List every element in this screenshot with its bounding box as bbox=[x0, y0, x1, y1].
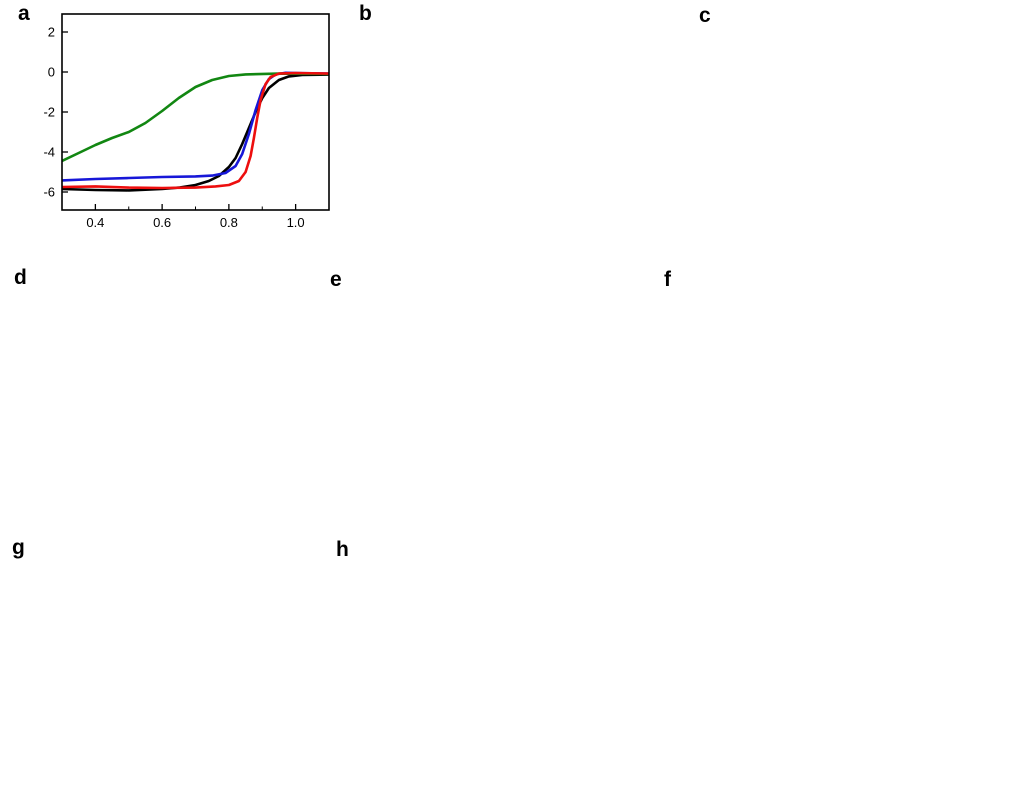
svg-text:-6: -6 bbox=[43, 185, 55, 200]
svg-text:2: 2 bbox=[48, 25, 55, 40]
panel-a-plot: 0.4 0.6 0.8 1.0 2 0 -2 -4 -6 bbox=[43, 13, 330, 230]
svg-text:0.6: 0.6 bbox=[153, 215, 171, 230]
panel-letter-e: e bbox=[330, 268, 342, 291]
panel-d: d bbox=[0, 258, 320, 528]
panel-letter-b: b bbox=[359, 2, 372, 25]
panel-c: c bbox=[679, 0, 1019, 258]
svg-text:-4: -4 bbox=[43, 145, 55, 160]
svg-text:0.4: 0.4 bbox=[86, 215, 104, 230]
svg-text:-2: -2 bbox=[43, 105, 55, 120]
panel-letter-g: g bbox=[12, 536, 25, 559]
panel-g: g bbox=[0, 528, 330, 808]
panel-a: a 0.4 0.6 0.8 1.0 2 0 -2 -4 -6 bbox=[0, 0, 339, 258]
panel-letter-c: c bbox=[699, 4, 711, 27]
panel-e-plot bbox=[320, 258, 660, 528]
panel-f: f bbox=[660, 258, 1019, 528]
panel-letter-a: a bbox=[18, 2, 30, 25]
panel-f-plot bbox=[660, 258, 1019, 528]
panel-h-3d-plot bbox=[330, 528, 1019, 808]
panel-c-plot bbox=[679, 0, 1019, 258]
panel-d-plot bbox=[0, 258, 320, 528]
panel-g-plot bbox=[0, 528, 330, 808]
panel-letter-h: h bbox=[336, 538, 349, 561]
panel-b-plot bbox=[339, 0, 679, 258]
svg-text:0.8: 0.8 bbox=[220, 215, 238, 230]
svg-text:1.0: 1.0 bbox=[287, 215, 305, 230]
panel-letter-f: f bbox=[664, 268, 671, 291]
panel-e: e bbox=[320, 258, 660, 528]
panel-b: b bbox=[339, 0, 679, 258]
svg-text:0: 0 bbox=[48, 65, 55, 80]
panel-h: h bbox=[330, 528, 1019, 808]
panel-letter-d: d bbox=[14, 266, 27, 289]
